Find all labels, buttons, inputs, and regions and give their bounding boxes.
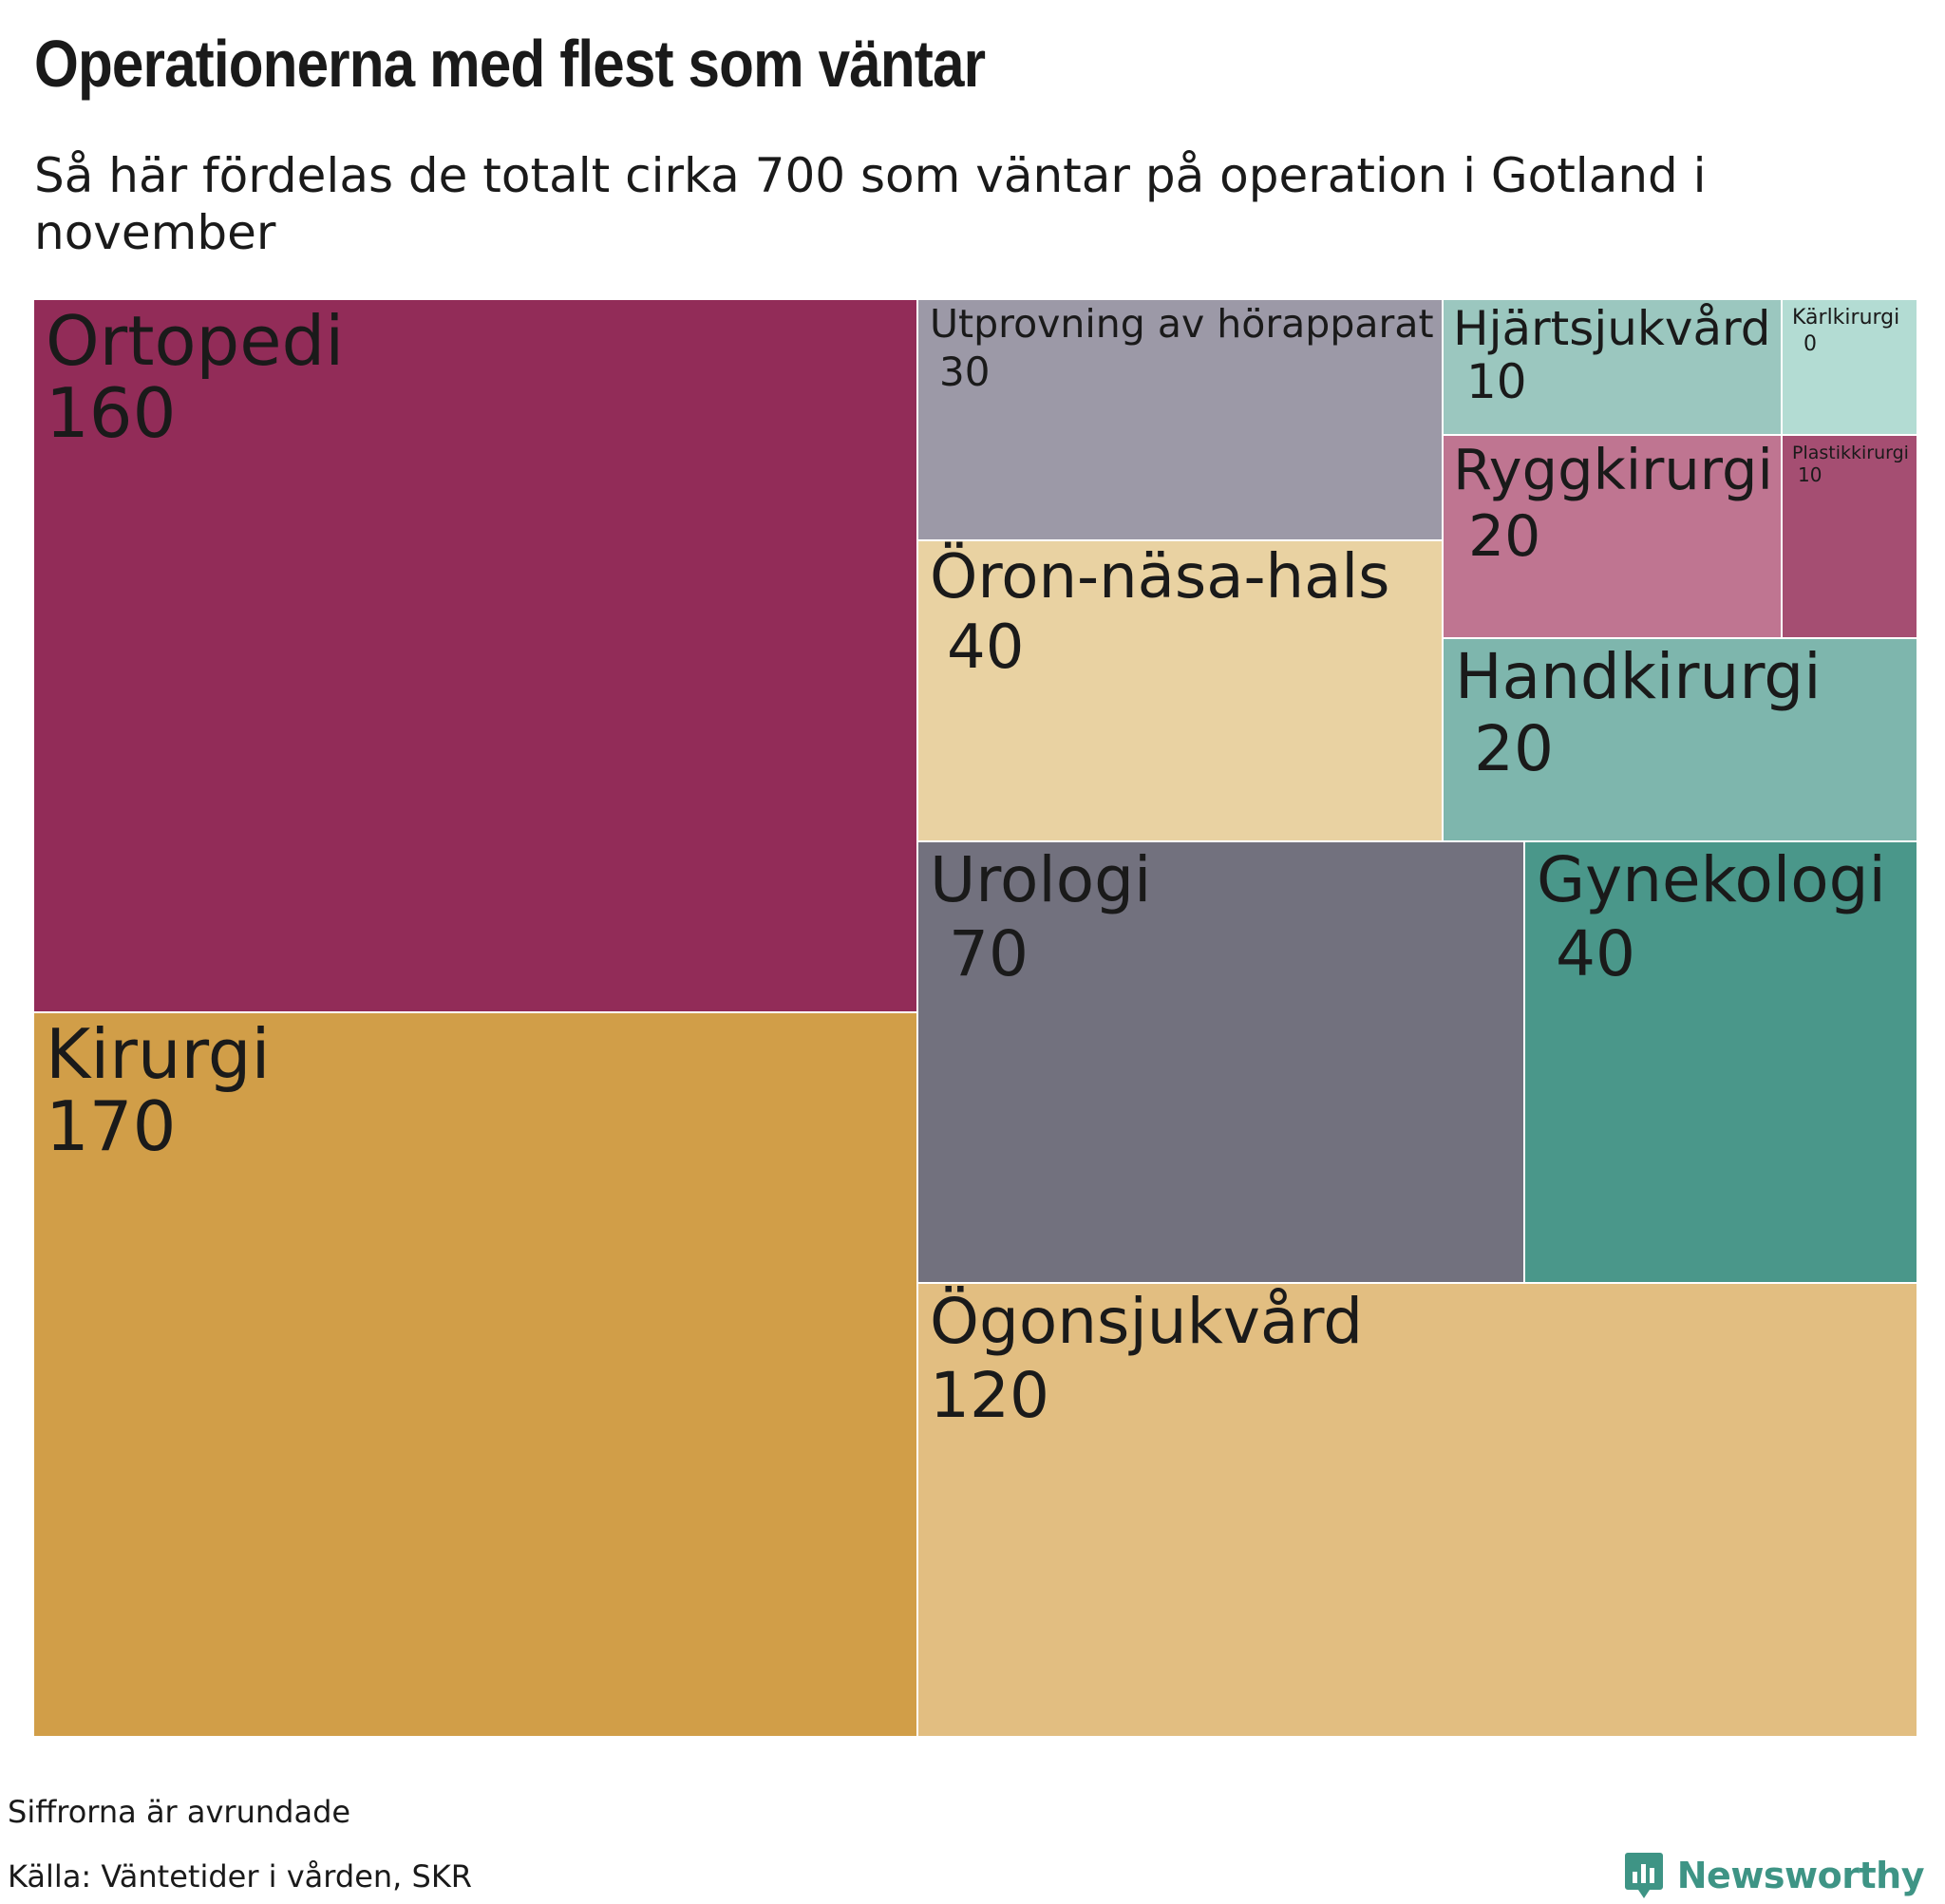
tile-label: Plastikkirurgi (1792, 443, 1909, 463)
tile-label: Ögonsjukvård (930, 1285, 1364, 1358)
tile-value: 170 (46, 1086, 177, 1166)
treemap-tile-ryggkirurgi: Ryggkirurgi 20 (1444, 436, 1783, 639)
treemap-tile-ogonsjukvard: Ögonsjukvård 120 (918, 1284, 1918, 1738)
treemap-tile-kirurgi: Kirurgi 170 (34, 1013, 918, 1738)
tile-value: 10 (1798, 463, 1822, 486)
tile-value: 40 (947, 613, 1025, 683)
treemap-tile-karlkirurgi: Kärlkirurgi 0 (1783, 300, 1918, 436)
tile-value: 10 (1466, 354, 1527, 409)
treemap-tile-utprovning-av-horapparat: Utprovning av hörapparat 30 (918, 300, 1444, 541)
newsworthy-logo: Newsworthy (1624, 1847, 1925, 1904)
chart-title: Operationerna med flest som väntar (34, 27, 986, 101)
tile-value: 120 (930, 1359, 1049, 1432)
treemap-tile-ortopedi: Ortopedi 160 (34, 300, 918, 1013)
tile-value: 20 (1468, 503, 1541, 570)
tile-value: 70 (949, 917, 1029, 990)
tile-value: 20 (1474, 712, 1554, 785)
chart-subtitle: Så här fördelas de totalt cirka 700 som … (34, 148, 1707, 260)
treemap-tile-oron-nasa-hals: Öron-näsa-hals 40 (918, 541, 1444, 842)
tile-value: 160 (46, 373, 177, 453)
treemap-tile-gynekologi: Gynekologi 40 (1525, 842, 1918, 1284)
tile-label: Gynekologi (1537, 843, 1886, 916)
treemap-tile-hjartsjukvard: Hjärtsjukvård 10 (1444, 300, 1783, 436)
tile-label: Ryggkirurgi (1453, 437, 1773, 502)
bar-chart-bubble-icon (1624, 1853, 1663, 1898)
tile-label: Hjärtsjukvård (1453, 301, 1771, 356)
tile-value: 40 (1556, 917, 1635, 990)
tile-value: 0 (1803, 332, 1817, 356)
brand-name: Newsworthy (1676, 1855, 1925, 1896)
tile-label: Urologi (930, 843, 1152, 916)
tile-label: Ortopedi (46, 301, 345, 381)
tile-label: Handkirurgi (1455, 640, 1822, 713)
tile-label: Öron-näsa-hals (930, 542, 1390, 613)
treemap-tile-plastikkirurgi: Plastikkirurgi 10 (1783, 436, 1918, 639)
treemap-chart: Ortopedi 160 Kirurgi 170 Utprovning av hörap… (34, 300, 1918, 1738)
tile-label: Kärlkirurgi (1792, 306, 1900, 330)
tile-label: Kirurgi (46, 1014, 271, 1094)
tile-value: 30 (939, 349, 991, 395)
footnote-rounding: Siffrorna är avrundade (8, 1794, 351, 1830)
treemap-tile-urologi: Urologi 70 (918, 842, 1525, 1284)
source-credit: Källa: Väntetider i vården, SKR (8, 1858, 473, 1895)
tile-label: Utprovning av hörapparat (930, 301, 1434, 347)
treemap-tile-handkirurgi: Handkirurgi 20 (1444, 639, 1918, 842)
